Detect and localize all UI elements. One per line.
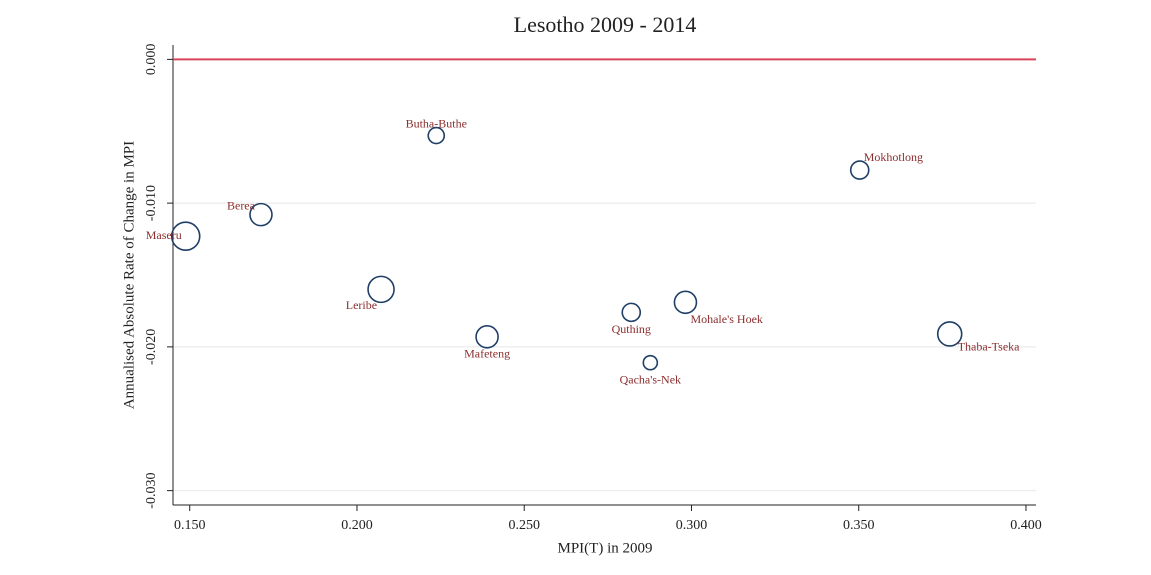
bubble: [170, 221, 201, 251]
bubble: [427, 126, 446, 145]
bubble: [621, 302, 642, 323]
point-label: Maseru: [146, 228, 182, 242]
point-label: Qacha's-Nek: [620, 372, 681, 386]
point-label: Thaba-Tseka: [958, 340, 1020, 354]
x-tick-label: 0.200: [341, 518, 373, 533]
chart-title: Lesotho 2009 - 2014: [514, 12, 697, 37]
bubble: [367, 275, 395, 304]
bubble: [673, 290, 698, 315]
point-label: Mokhotlong: [864, 150, 923, 164]
x-tick-label: 0.250: [508, 518, 540, 533]
x-tick-label: 0.400: [1010, 518, 1042, 533]
bubble: [936, 321, 963, 347]
point-label: Berea: [227, 198, 256, 212]
x-tick-label: 0.150: [174, 518, 206, 533]
point-label: Quthing: [612, 322, 651, 336]
bubble: [475, 325, 499, 349]
point-label: Butha-Buthe: [406, 116, 467, 130]
bubble: [642, 354, 659, 371]
x-tick-label: 0.350: [843, 518, 875, 533]
y-axis-label: Annualised Absolute Rate of Change in MP…: [121, 141, 137, 409]
y-tick-label: -0.030: [144, 473, 159, 509]
x-tick-label: 0.300: [676, 518, 708, 533]
bubble: [849, 160, 870, 180]
x-axis-label: MPI(T) in 2009: [558, 540, 653, 556]
point-label: Mafeteng: [464, 347, 510, 361]
y-tick-label: 0.000: [144, 44, 159, 76]
y-tick-label: -0.010: [144, 185, 159, 221]
y-tick-label: -0.020: [144, 329, 159, 365]
point-label: Mohale's Hoek: [690, 312, 762, 326]
point-label: Leribe: [346, 298, 377, 312]
bubble: [249, 202, 273, 227]
